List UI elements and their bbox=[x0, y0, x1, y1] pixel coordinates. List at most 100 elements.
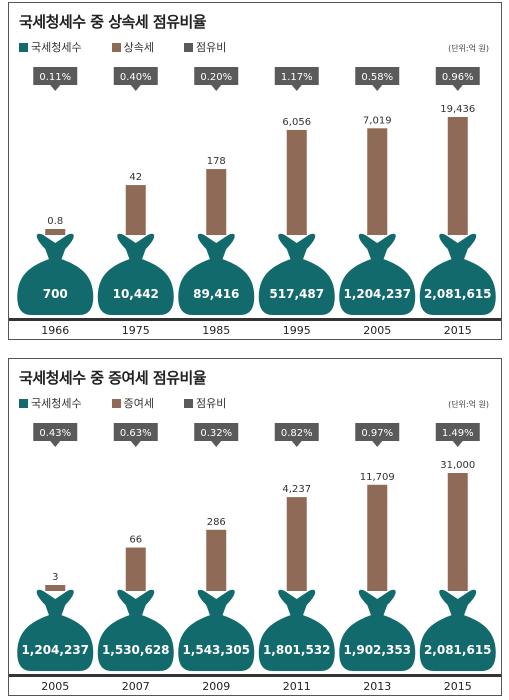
ratio-pointer bbox=[130, 441, 141, 447]
money-bag bbox=[178, 259, 255, 315]
x-axis-line bbox=[9, 318, 501, 321]
legend: 국세청세수 증여세 점유비 bbox=[19, 395, 226, 411]
year-tick-label: 2015 bbox=[444, 680, 472, 693]
tax-value-label: 178 bbox=[207, 156, 226, 167]
tax-bar bbox=[125, 185, 146, 235]
ratio-box bbox=[355, 67, 400, 85]
year-tick-label: 2009 bbox=[202, 680, 230, 693]
year-tick-label: 2011 bbox=[283, 680, 311, 693]
ratio-box bbox=[113, 423, 158, 441]
total-tax-label: 89,416 bbox=[193, 287, 239, 301]
year-tick-label: 1966 bbox=[41, 324, 69, 337]
year-tick-label: 1995 bbox=[283, 324, 311, 337]
year-tick-label: 2013 bbox=[363, 680, 391, 693]
ratio-box bbox=[113, 67, 158, 85]
money-bag-knot bbox=[197, 233, 235, 260]
money-bag bbox=[17, 259, 94, 315]
tax-value-label: 286 bbox=[207, 517, 226, 528]
tax-bar bbox=[45, 229, 66, 235]
money-bag-knot bbox=[358, 233, 396, 260]
total-tax-label: 1,204,237 bbox=[21, 643, 89, 657]
ratio-label: 0.96% bbox=[442, 72, 474, 83]
money-bag-knot bbox=[197, 589, 235, 616]
legend-item-total-tax: 국세청세수 bbox=[19, 39, 82, 55]
legend-swatch bbox=[111, 42, 121, 52]
money-bag-knot bbox=[278, 589, 316, 616]
ratio-label: 0.11% bbox=[39, 72, 71, 83]
money-bag bbox=[258, 615, 335, 671]
chart-title: 국세청세수 중 증여세 점유비율 bbox=[19, 369, 207, 387]
legend-item-total-tax: 국세청세수 bbox=[19, 395, 82, 411]
unit-label: (단위:억 원) bbox=[448, 400, 489, 409]
legend-label: 점유비 bbox=[195, 397, 227, 410]
ratio-box bbox=[194, 67, 239, 85]
x-axis-line bbox=[9, 674, 501, 677]
legend-swatch bbox=[19, 398, 28, 408]
ratio-pointer bbox=[291, 85, 302, 91]
total-tax-label: 700 bbox=[43, 287, 68, 301]
money-bag bbox=[178, 615, 255, 671]
tax-value-label: 19,436 bbox=[440, 104, 475, 115]
tax-value-label: 0.8 bbox=[47, 216, 63, 227]
legend-item-gift-tax: 증여세 bbox=[111, 395, 154, 411]
legend-swatch bbox=[183, 398, 193, 408]
ratio-pointer bbox=[50, 441, 61, 447]
ratio-label: 0.20% bbox=[200, 72, 232, 83]
tax-value-label: 3 bbox=[52, 572, 58, 583]
tax-bar bbox=[206, 529, 227, 591]
legend-label: 국세청세수 bbox=[31, 41, 82, 54]
legend-label: 상속세 bbox=[123, 41, 154, 54]
ratio-box bbox=[435, 67, 480, 85]
ratio-label: 0.58% bbox=[361, 72, 393, 83]
ratio-label: 0.63% bbox=[120, 428, 152, 439]
year-tick-label: 1975 bbox=[122, 324, 150, 337]
money-bag bbox=[419, 259, 496, 315]
ratio-label: 0.32% bbox=[200, 428, 232, 439]
ratio-label: 0.43% bbox=[39, 428, 71, 439]
money-bag-knot bbox=[439, 589, 477, 616]
total-tax-label: 1,204,237 bbox=[343, 287, 411, 301]
year-tick-label: 2007 bbox=[122, 680, 150, 693]
money-bag bbox=[97, 259, 174, 315]
tax-value-label: 66 bbox=[129, 535, 142, 546]
ratio-pointer bbox=[452, 441, 463, 447]
ratio-pointer bbox=[211, 85, 222, 91]
ratio-box bbox=[274, 67, 319, 85]
tax-bar bbox=[125, 547, 146, 591]
tax-value-label: 7,019 bbox=[363, 115, 392, 126]
gift-tax-chart-panel: 국세청세수 중 증여세 점유비율 국세청세수 증여세 점유비 (단위:억 원) … bbox=[8, 358, 502, 696]
total-tax-label: 2,081,615 bbox=[424, 643, 492, 657]
tax-bar bbox=[447, 117, 468, 235]
money-bag bbox=[419, 615, 496, 671]
tax-value-label: 4,237 bbox=[282, 484, 311, 495]
inheritance-tax-chart-panel: 국세청세수 중 상속세 점유비율 국세청세수 상속세 점유비 (단위:억 원) … bbox=[8, 2, 502, 340]
money-bag bbox=[339, 615, 416, 671]
ratio-label: 1.49% bbox=[442, 428, 474, 439]
total-tax-label: 2,081,615 bbox=[424, 287, 492, 301]
ratio-label: 0.40% bbox=[120, 72, 152, 83]
year-tick-label: 2015 bbox=[444, 324, 472, 337]
ratio-box bbox=[33, 67, 78, 85]
legend-label: 점유비 bbox=[195, 41, 227, 54]
ratio-pointer bbox=[291, 441, 302, 447]
ratio-label: 0.82% bbox=[281, 428, 313, 439]
legend-swatch bbox=[19, 42, 28, 52]
ratio-box bbox=[33, 423, 78, 441]
money-bag bbox=[97, 615, 174, 671]
money-bag bbox=[258, 259, 335, 315]
money-bag-knot bbox=[358, 589, 396, 616]
legend-item-share-ratio: 점유비 bbox=[183, 39, 227, 55]
total-tax-label: 1,530,628 bbox=[102, 643, 170, 657]
ratio-box bbox=[355, 423, 400, 441]
total-tax-label: 1,801,532 bbox=[263, 643, 331, 657]
ratio-pointer bbox=[452, 85, 463, 91]
total-tax-label: 1,902,353 bbox=[343, 643, 411, 657]
money-bag-knot bbox=[117, 233, 155, 260]
year-tick-label: 2005 bbox=[41, 680, 69, 693]
legend-item-share-ratio: 점유비 bbox=[183, 395, 227, 411]
money-bag-knot bbox=[36, 589, 74, 616]
tax-value-label: 11,709 bbox=[360, 472, 395, 483]
year-tick-label: 2005 bbox=[363, 324, 391, 337]
tax-bar bbox=[367, 484, 388, 591]
chart-plot: 0.11% 0.8 700 1966 0.40% 42 10,442 1975 0.20% 178… bbox=[9, 67, 501, 337]
